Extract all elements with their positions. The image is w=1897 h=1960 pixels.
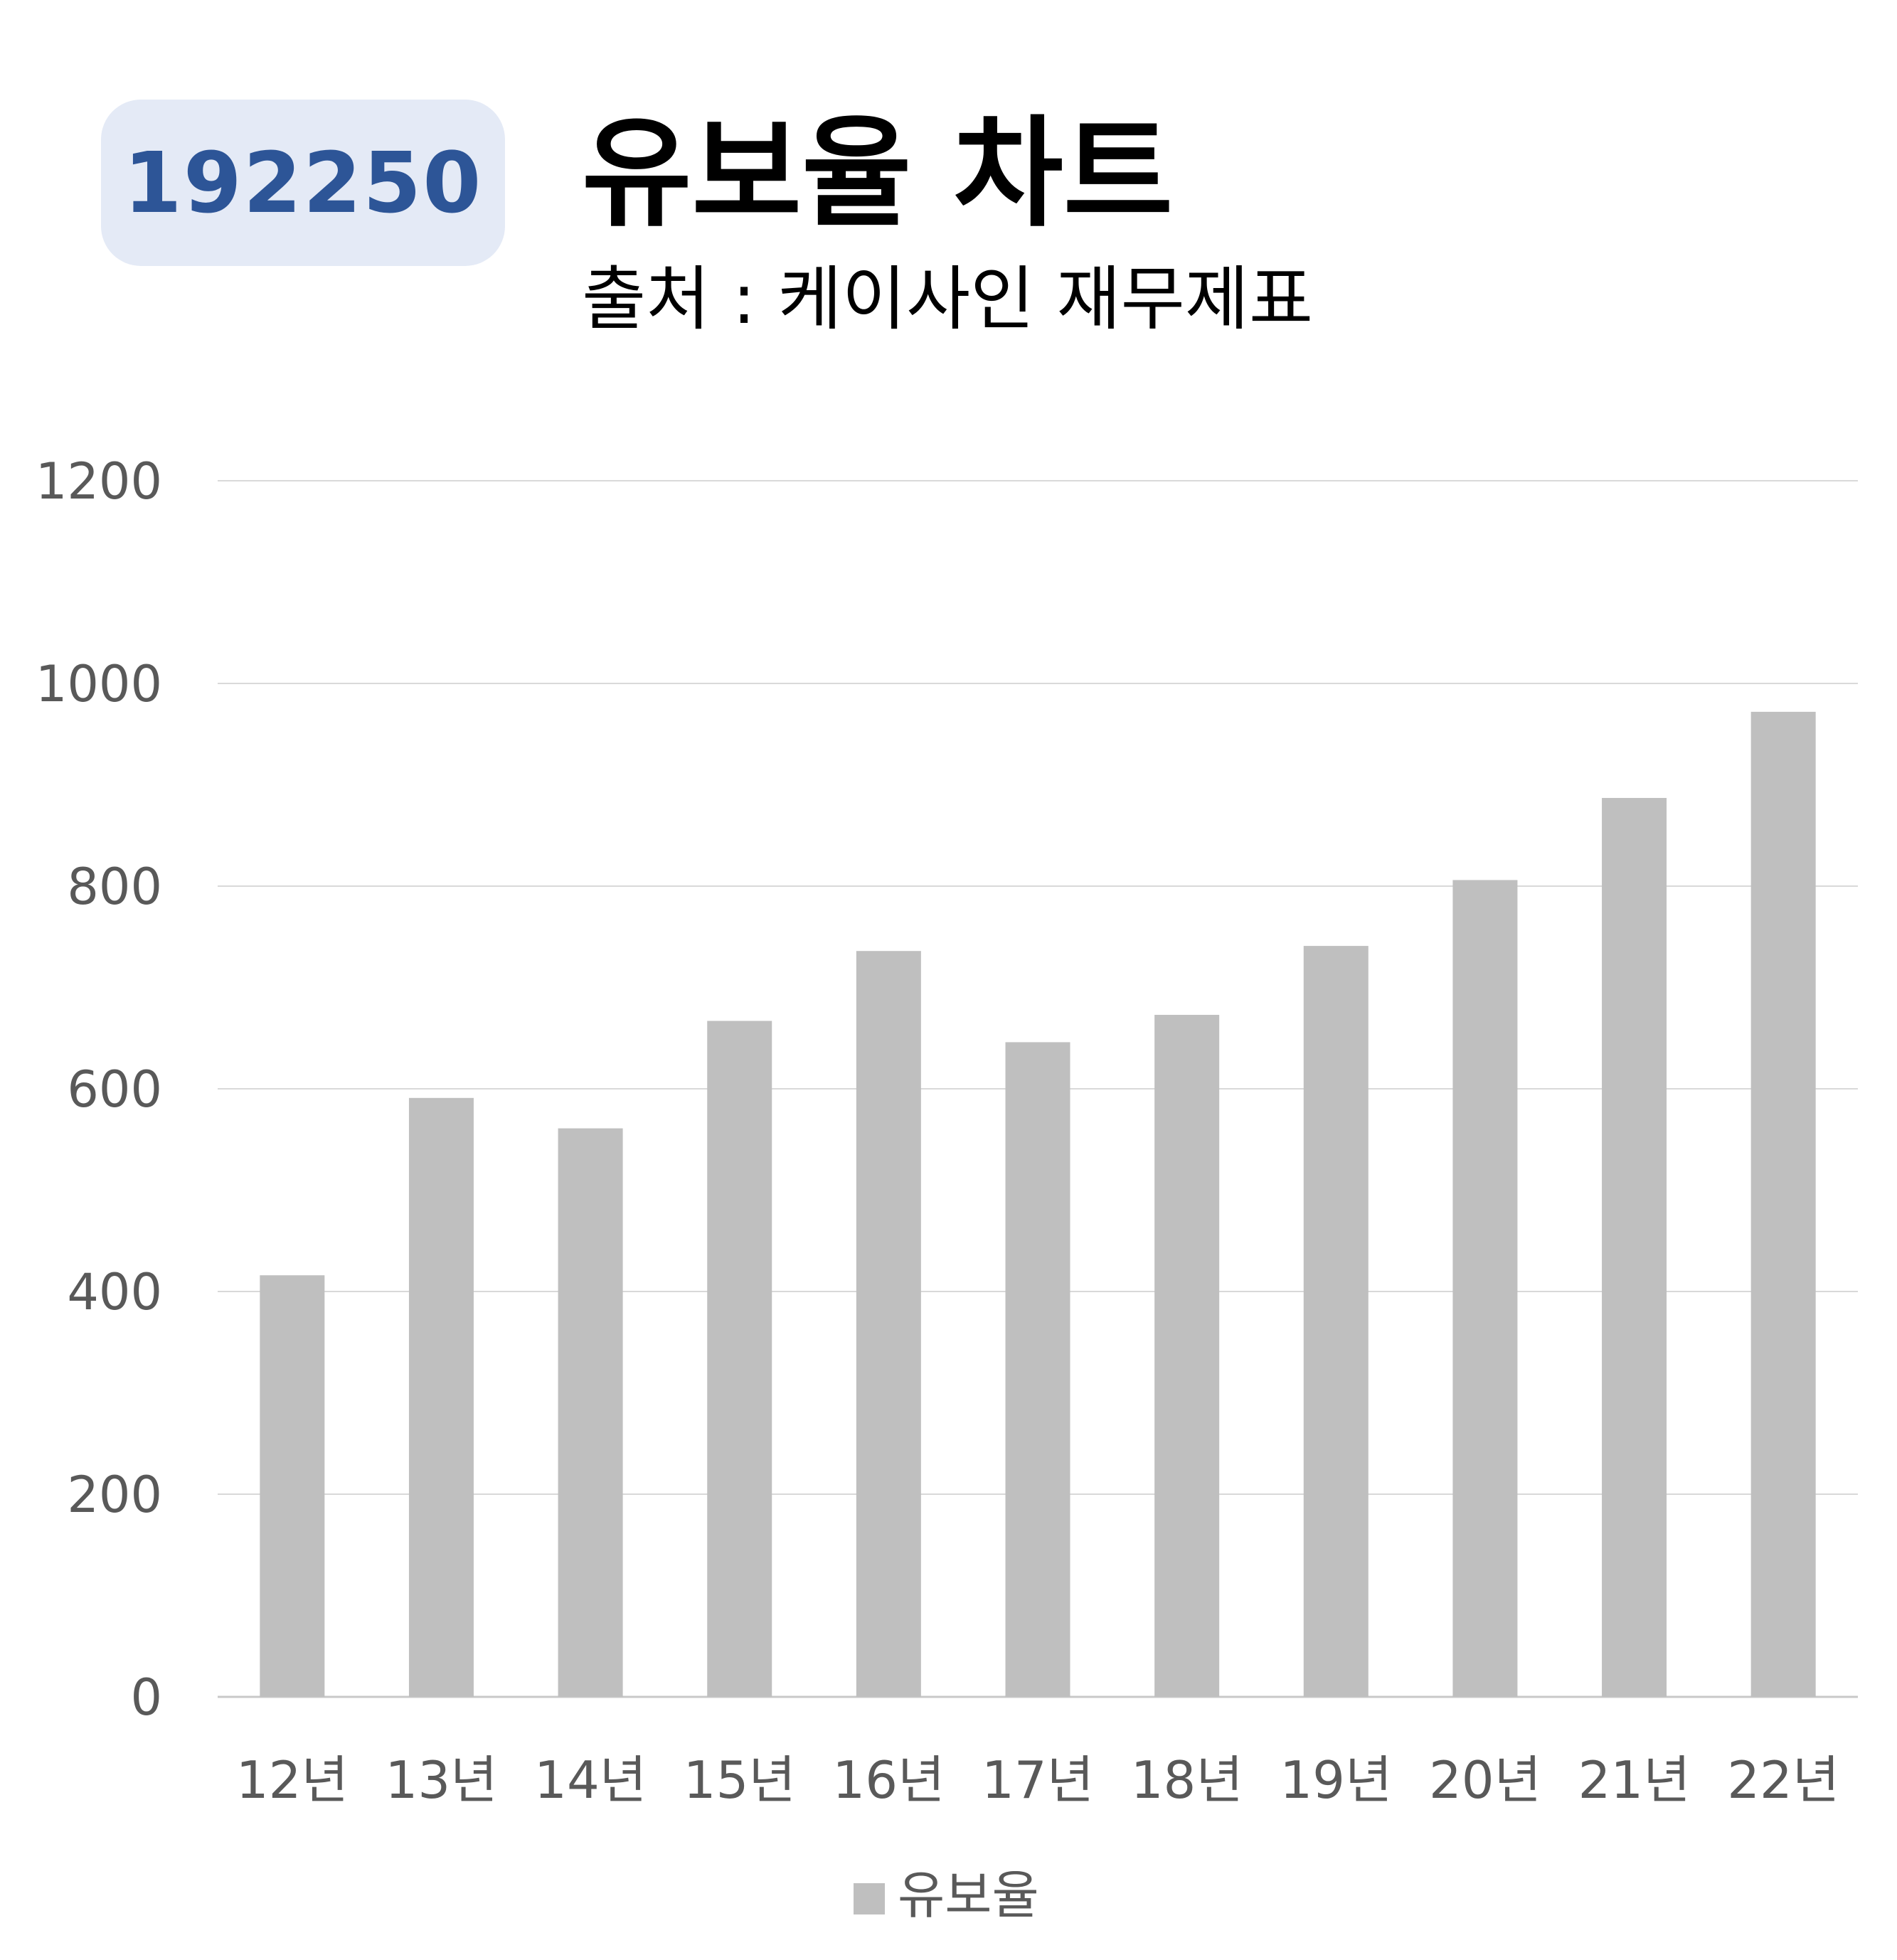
bar (1602, 798, 1667, 1697)
x-tick-label: 15년 (684, 1750, 796, 1810)
x-tick-label: 17년 (982, 1750, 1094, 1810)
x-tick-label: 16년 (832, 1750, 945, 1810)
chart-title: 유보율 차트 (582, 104, 1174, 243)
y-axis-ticks: 0 200 400 600 800 1000 1200 (36, 452, 162, 1727)
bar (1154, 1014, 1220, 1697)
x-tick-label: 14년 (534, 1750, 647, 1810)
y-tick-label: 800 (67, 858, 162, 916)
bar (1452, 880, 1518, 1697)
x-axis-ticks: 12년 13년 14년 15년 16년 17년 18년 19년 20년 21년 22년 (236, 1750, 1839, 1810)
y-tick-label: 200 (67, 1466, 162, 1524)
y-tick-label: 400 (67, 1263, 162, 1321)
stock-code-badge: 192250 (101, 100, 505, 266)
bar (558, 1128, 623, 1697)
x-tick-label: 18년 (1131, 1750, 1243, 1810)
y-tick-label: 600 (67, 1060, 162, 1119)
legend: 유보율 (854, 1865, 1039, 1925)
bar (1005, 1042, 1070, 1697)
bar (1750, 711, 1816, 1697)
legend-label: 유보율 (898, 1865, 1039, 1925)
bar (408, 1097, 474, 1697)
x-tick-label: 13년 (386, 1750, 498, 1810)
y-tick-label: 1200 (36, 452, 162, 511)
stock-code: 192250 (123, 134, 483, 232)
chart-source: 출처 : 케이사인 재무제표 (582, 259, 1314, 340)
y-tick-label: 1000 (36, 655, 162, 713)
x-tick-label: 21년 (1578, 1750, 1691, 1810)
x-tick-label: 22년 (1727, 1750, 1839, 1810)
bars (260, 711, 1816, 1697)
bar (260, 1275, 325, 1697)
x-tick-label: 19년 (1280, 1750, 1392, 1810)
bar (707, 1021, 772, 1697)
x-tick-label: 12년 (236, 1750, 349, 1810)
bar (856, 951, 921, 1697)
x-tick-label: 20년 (1429, 1750, 1541, 1810)
y-tick-label: 0 (130, 1668, 162, 1727)
legend-swatch (854, 1883, 885, 1914)
bar (1303, 946, 1369, 1697)
